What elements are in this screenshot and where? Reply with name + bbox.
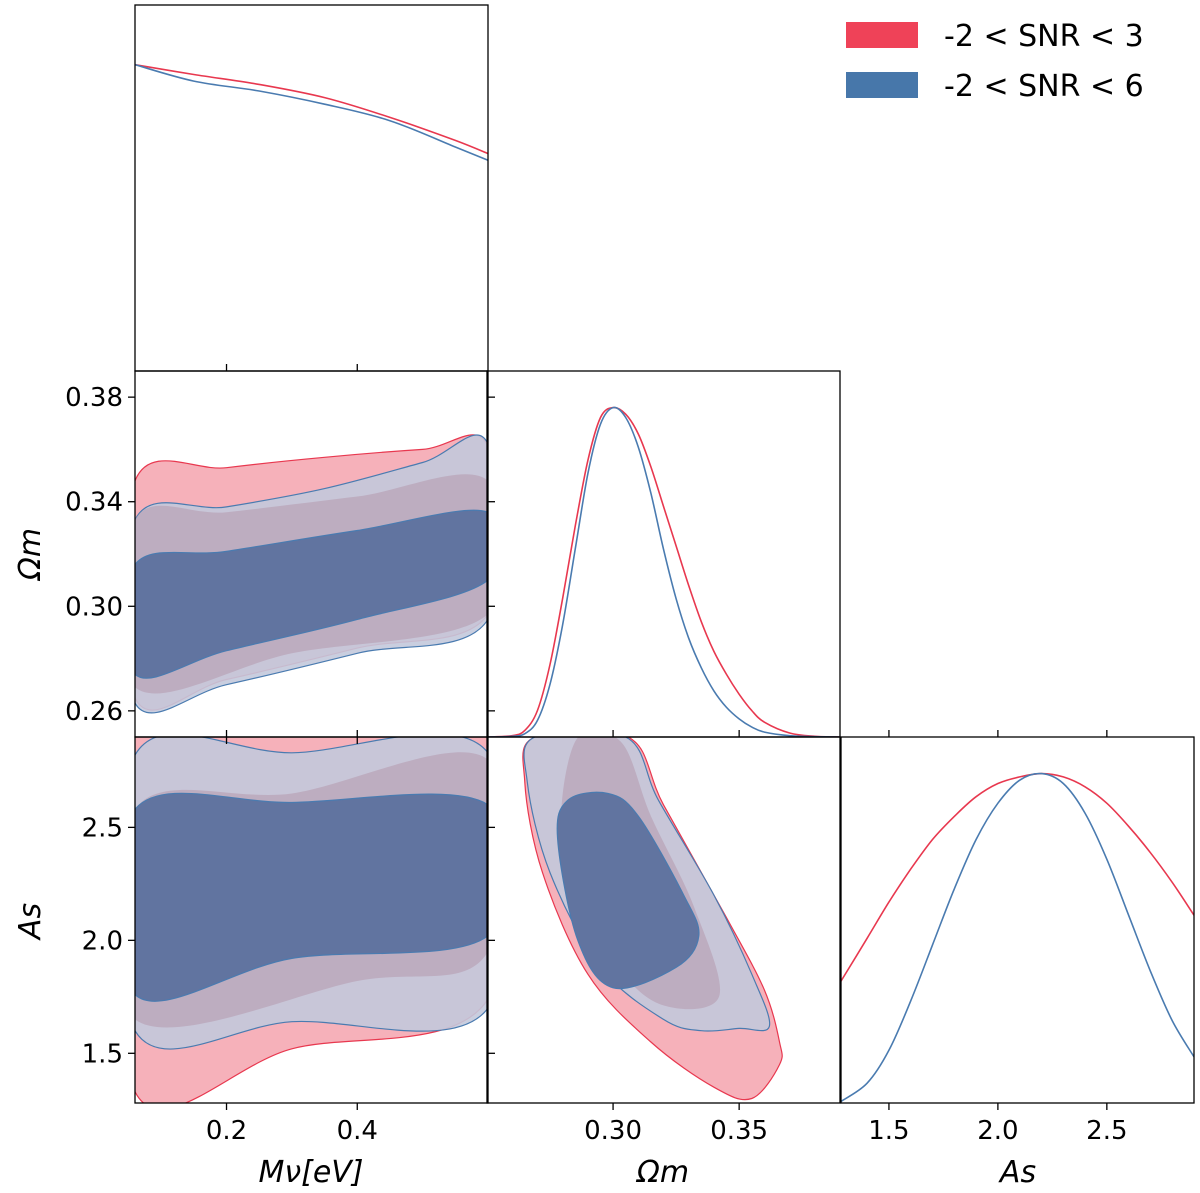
x-tick-label: 0.4 (337, 1116, 378, 1146)
legend-label-snr3: -2 < SNR < 3 (944, 19, 1144, 54)
y-tick-label: 0.38 (65, 383, 123, 413)
y-tick-label: 0.34 (65, 488, 123, 518)
marginal-line-snr6 (135, 63, 488, 161)
x-tick-label: 0.35 (710, 1116, 768, 1146)
x-tick-label: 1.5 (868, 1116, 909, 1146)
legend: -2 < SNR < 3 -2 < SNR < 6 (846, 19, 1144, 104)
legend-swatch-snr3 (846, 22, 918, 48)
y-tick-label: 2.0 (82, 926, 123, 956)
panel-as-marginal (841, 772, 1194, 1103)
panel-mnu-as (135, 737, 488, 1103)
x-tick-label: 0.30 (584, 1116, 642, 1146)
contour-snr6-68 (556, 791, 700, 990)
y-tick-label: 0.30 (65, 592, 123, 622)
y-tick-label: 1.5 (82, 1039, 123, 1069)
x-tick-label: 0.2 (206, 1116, 247, 1146)
marginal-line-snr3 (841, 772, 1194, 982)
xlabel-mnu: Mν[eV] (258, 1155, 363, 1190)
panel-omega-marginal (487, 406, 840, 737)
ylabel-omega: Ωm (13, 528, 48, 582)
legend-swatch-snr6 (846, 72, 918, 98)
x-tick-label: 2.5 (1086, 1116, 1127, 1146)
panel-frame (134, 736, 489, 1104)
ylabel-as: As (13, 903, 48, 941)
panel-mnu-omega (135, 434, 488, 714)
panel-frame (486, 370, 841, 738)
panel-frame (840, 736, 1195, 1104)
y-tick-label: 0.26 (65, 697, 123, 727)
marginal-line-snr3 (487, 406, 840, 737)
xlabel-omega: Ωm (635, 1155, 689, 1190)
xlabel-as: As (998, 1155, 1036, 1190)
legend-label-snr6: -2 < SNR < 6 (944, 69, 1144, 104)
marginal-line-snr6 (487, 406, 840, 737)
panel-frame (134, 4, 489, 372)
x-tick-label: 2.0 (977, 1116, 1018, 1146)
panel-omega-as (522, 737, 783, 1101)
marginal-line-snr3 (135, 63, 488, 155)
panel-frame (486, 736, 841, 1104)
panel-mnu-marginal (135, 63, 488, 161)
y-tick-label: 2.5 (82, 813, 123, 843)
marginal-line-snr6 (841, 772, 1194, 1103)
